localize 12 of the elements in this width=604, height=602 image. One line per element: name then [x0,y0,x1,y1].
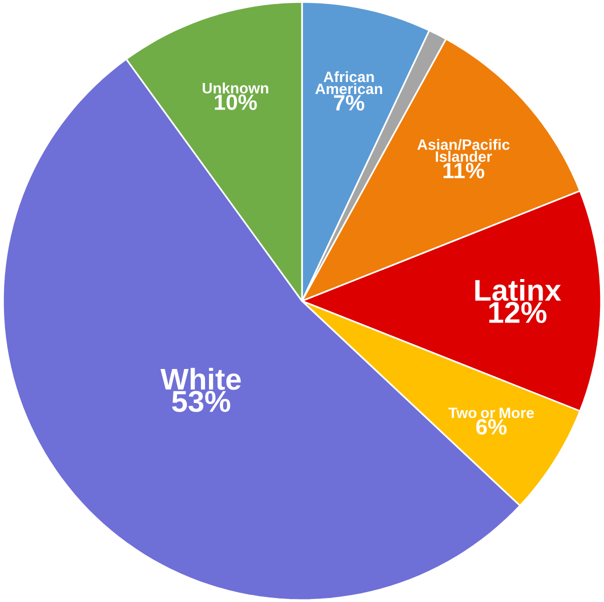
slice-label: Asian/Pacific Islander [417,138,510,162]
data-label: 11% [444,162,484,178]
data-label: 7% [334,95,364,111]
slice-label: White [160,368,241,390]
data-label: 12% [489,302,546,324]
slice-label: Latinx [475,278,562,301]
slice-label: Unknown [202,82,268,94]
data-label: 10% [214,94,257,110]
data-label: 6% [476,419,507,435]
slice-label: Two or More [448,408,534,418]
data-label: 53% [172,390,230,412]
slice-label: African American [315,71,382,94]
